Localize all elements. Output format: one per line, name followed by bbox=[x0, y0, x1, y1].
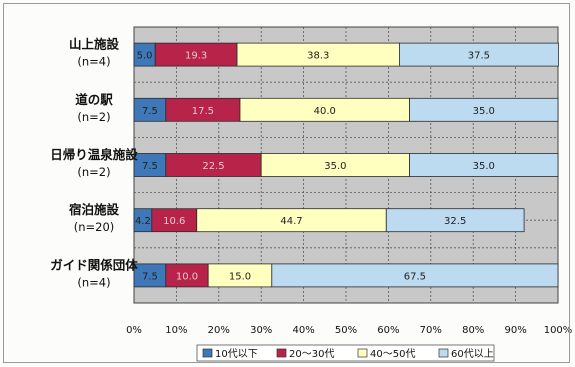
x-tick-label: 90% bbox=[504, 325, 526, 336]
category-n-label: (n=4) bbox=[77, 55, 110, 69]
category-labels: 山上施設 (n=4) 道の駅 (n=2) 日帰り温泉施設 (n=2) 宿泊施設 (n=20) ガ… bbox=[50, 37, 138, 290]
x-tick-label: 40% bbox=[292, 325, 314, 336]
data-label: 7.5 bbox=[142, 161, 158, 172]
legend-label: 10代以下 bbox=[215, 348, 258, 360]
category-n-label: (n=20) bbox=[74, 220, 115, 234]
x-tick-label: 80% bbox=[462, 325, 484, 336]
data-label: 17.5 bbox=[192, 106, 214, 117]
category-n-label: (n=4) bbox=[77, 275, 110, 289]
data-label: 7.5 bbox=[142, 271, 158, 282]
x-tick-label: 10% bbox=[165, 325, 187, 336]
bar-segment bbox=[409, 153, 559, 177]
x-tick-label: 60% bbox=[377, 325, 399, 336]
legend-swatch bbox=[276, 348, 287, 358]
bar-segment bbox=[271, 263, 559, 288]
data-label: 35.0 bbox=[473, 106, 495, 117]
data-label: 10.0 bbox=[176, 271, 198, 282]
category-label: 山上施設 bbox=[69, 37, 120, 52]
bar-segment bbox=[385, 208, 525, 233]
x-tick-label: 100% bbox=[544, 325, 573, 336]
x-tick-label: 70% bbox=[420, 325, 442, 336]
bar-segment bbox=[409, 97, 559, 122]
x-tick-label: 20% bbox=[208, 325, 230, 336]
data-label: 5.0 bbox=[137, 51, 153, 62]
category-label: 宿泊施設 bbox=[69, 202, 120, 217]
x-tick-label: 50% bbox=[335, 325, 357, 336]
x-tick-labels: 0% 10% 20% 30% 40% 50% 60% 70% 80% 90% 100% bbox=[126, 325, 572, 336]
legend-swatch bbox=[202, 348, 213, 358]
data-label: 35.0 bbox=[324, 161, 346, 172]
legend-label: 20～30代 bbox=[289, 348, 334, 360]
data-label: 15.0 bbox=[229, 271, 251, 282]
legend: 10代以下 20～30代 40～50代 60代以上 bbox=[196, 344, 495, 362]
data-label: 40.0 bbox=[314, 106, 336, 117]
data-label: 32.5 bbox=[444, 216, 466, 227]
data-label: 7.5 bbox=[142, 106, 158, 117]
legend-box bbox=[196, 344, 495, 362]
bar-segment bbox=[399, 42, 559, 67]
data-label: 22.5 bbox=[202, 161, 224, 172]
x-tick-label: 30% bbox=[250, 325, 272, 336]
bars: 5.0 19.3 38.3 37.5 7.5 17.5 40.0 35.0 7.5 22.5 35.… bbox=[133, 42, 559, 288]
data-label: 10.6 bbox=[163, 216, 185, 227]
data-label: 4.2 bbox=[135, 216, 151, 227]
data-label: 38.3 bbox=[307, 51, 329, 62]
category-label: 道の駅 bbox=[75, 92, 113, 107]
legend-label: 60代以上 bbox=[451, 348, 494, 360]
legend-swatch bbox=[438, 348, 449, 358]
data-label: 35.0 bbox=[473, 161, 495, 172]
category-label: ガイド関係団体 bbox=[50, 257, 138, 272]
data-label: 44.7 bbox=[280, 216, 302, 227]
legend-swatch bbox=[357, 348, 368, 358]
x-tick-label: 0% bbox=[126, 325, 142, 336]
legend-label: 40～50代 bbox=[370, 348, 415, 360]
category-n-label: (n=2) bbox=[77, 165, 110, 179]
category-n-label: (n=2) bbox=[77, 110, 110, 124]
data-label: 19.3 bbox=[185, 51, 207, 62]
data-label: 67.5 bbox=[404, 271, 426, 282]
category-label: 日帰り温泉施設 bbox=[50, 147, 138, 162]
data-label: 37.5 bbox=[468, 51, 490, 62]
